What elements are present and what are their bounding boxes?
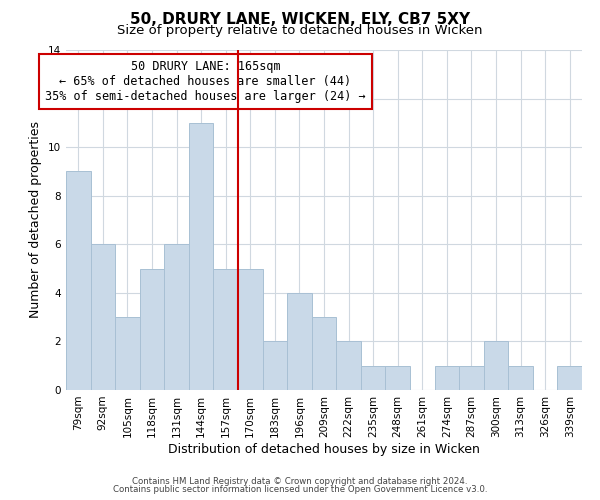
Bar (115, 317, 140, 390)
X-axis label: Distribution of detached houses by size in Wicken: Distribution of detached houses by size … (168, 442, 480, 456)
Y-axis label: Number of detached properties: Number of detached properties (29, 122, 43, 318)
Text: Contains HM Land Registry data © Crown copyright and database right 2024.: Contains HM Land Registry data © Crown c… (132, 477, 468, 486)
Bar (140, 268, 164, 390)
Text: Contains public sector information licensed under the Open Government Licence v3: Contains public sector information licen… (113, 484, 487, 494)
Bar (459, 366, 484, 390)
Bar (189, 123, 214, 390)
Bar (434, 366, 459, 390)
Bar (66, 172, 91, 390)
Text: 50, DRURY LANE, WICKEN, ELY, CB7 5XY: 50, DRURY LANE, WICKEN, ELY, CB7 5XY (130, 12, 470, 28)
Text: 50 DRURY LANE: 165sqm
← 65% of detached houses are smaller (44)
35% of semi-deta: 50 DRURY LANE: 165sqm ← 65% of detached … (45, 60, 365, 103)
Bar (336, 342, 361, 390)
Bar (287, 293, 312, 390)
Bar (385, 366, 410, 390)
Bar (263, 342, 287, 390)
Bar (164, 244, 189, 390)
Bar (361, 366, 385, 390)
Bar (484, 342, 508, 390)
Bar (91, 244, 115, 390)
Bar (557, 366, 582, 390)
Bar (508, 366, 533, 390)
Bar (238, 268, 263, 390)
Text: Size of property relative to detached houses in Wicken: Size of property relative to detached ho… (117, 24, 483, 37)
Bar (312, 317, 336, 390)
Bar (214, 268, 238, 390)
